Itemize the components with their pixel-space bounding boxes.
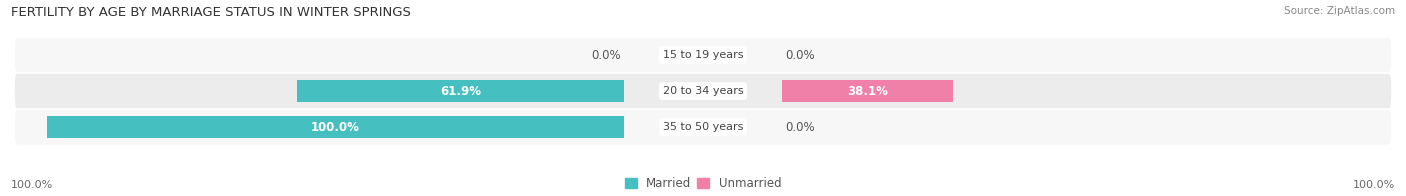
Text: 15 to 19 years: 15 to 19 years (662, 50, 744, 60)
Text: 0.0%: 0.0% (592, 49, 621, 62)
Bar (46, 116, 624, 138)
Text: FERTILITY BY AGE BY MARRIAGE STATUS IN WINTER SPRINGS: FERTILITY BY AGE BY MARRIAGE STATUS IN W… (11, 6, 411, 19)
Text: 0.0%: 0.0% (785, 49, 814, 62)
FancyBboxPatch shape (14, 37, 1392, 73)
Text: 100.0%: 100.0% (11, 180, 53, 190)
Text: Source: ZipAtlas.com: Source: ZipAtlas.com (1284, 6, 1395, 16)
Text: 35 to 50 years: 35 to 50 years (662, 122, 744, 132)
Text: 100.0%: 100.0% (311, 121, 360, 134)
FancyBboxPatch shape (14, 109, 1392, 145)
Legend: Married, Unmarried: Married, Unmarried (624, 177, 782, 190)
Bar (297, 80, 624, 102)
Text: 100.0%: 100.0% (1353, 180, 1395, 190)
Text: 61.9%: 61.9% (440, 85, 481, 98)
Text: 38.1%: 38.1% (846, 85, 887, 98)
Bar (782, 80, 953, 102)
Text: 0.0%: 0.0% (785, 121, 814, 134)
Text: 20 to 34 years: 20 to 34 years (662, 86, 744, 96)
FancyBboxPatch shape (14, 73, 1392, 109)
